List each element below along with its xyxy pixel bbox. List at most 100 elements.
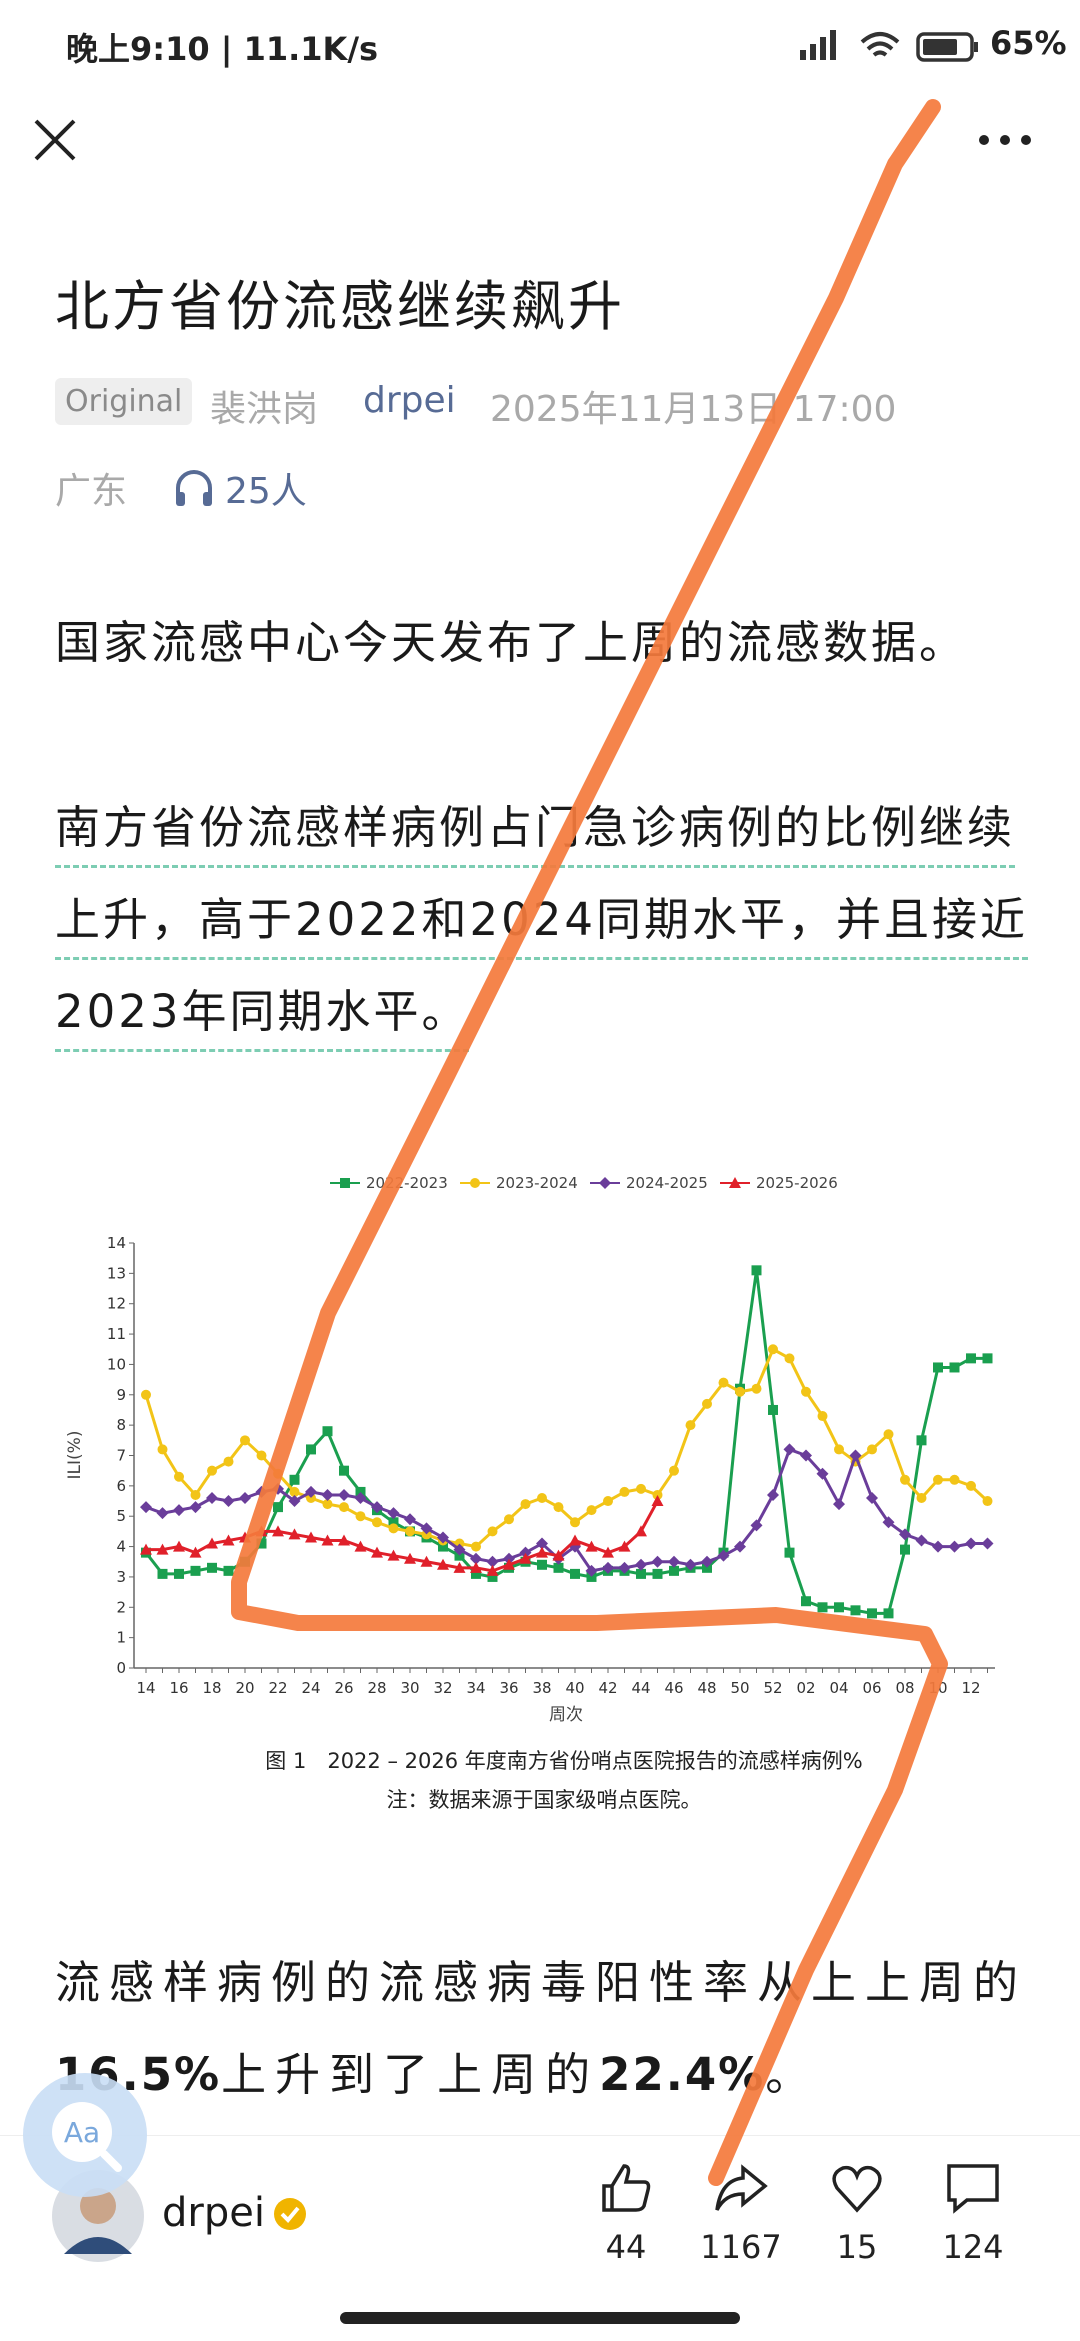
bold-text: 22.4% bbox=[599, 2048, 766, 2101]
point bbox=[751, 1383, 762, 1394]
point bbox=[982, 1353, 993, 1364]
point bbox=[223, 1565, 234, 1576]
point bbox=[157, 1444, 168, 1455]
point bbox=[157, 1568, 168, 1579]
point bbox=[339, 1502, 349, 1513]
y-tick-label: 5 bbox=[116, 1507, 126, 1525]
point bbox=[306, 1444, 316, 1455]
y-tick-label: 13 bbox=[107, 1264, 126, 1282]
share-icon[interactable] bbox=[713, 2160, 769, 2216]
point bbox=[470, 1178, 480, 1188]
point bbox=[867, 1444, 877, 1455]
x-tick-label: 20 bbox=[235, 1679, 254, 1697]
point bbox=[751, 1265, 762, 1276]
comment-icon[interactable] bbox=[945, 2160, 1001, 2216]
point bbox=[801, 1386, 811, 1397]
chart-caption: 图 1 2022 – 2026 年度南方省份哨点医院报告的流感样病例% bbox=[265, 1749, 862, 1773]
point bbox=[504, 1514, 514, 1525]
series-line bbox=[144, 1270, 988, 1615]
font-size-button[interactable]: Aa bbox=[0, 2070, 170, 2220]
status-icons bbox=[800, 30, 978, 62]
headphone-icon bbox=[176, 470, 212, 506]
point bbox=[140, 1501, 152, 1514]
x-tick-label: 50 bbox=[730, 1679, 749, 1697]
x-tick-label: 18 bbox=[202, 1679, 221, 1697]
point bbox=[405, 1526, 415, 1537]
x-tick-label: 08 bbox=[895, 1679, 914, 1697]
x-tick-label: 44 bbox=[631, 1679, 650, 1697]
y-tick-label: 12 bbox=[107, 1295, 126, 1313]
point bbox=[240, 1556, 250, 1567]
point bbox=[207, 1562, 217, 1573]
like-icon[interactable] bbox=[598, 2160, 654, 2216]
y-tick-label: 7 bbox=[116, 1447, 126, 1465]
x-tick-label: 30 bbox=[400, 1679, 419, 1697]
point bbox=[207, 1465, 217, 1476]
x-tick-label: 06 bbox=[862, 1679, 881, 1697]
point bbox=[156, 1543, 169, 1555]
point bbox=[174, 1471, 184, 1482]
listeners[interactable]: 25人 bbox=[225, 471, 307, 512]
series-line bbox=[146, 1500, 659, 1573]
legend-label: 2024-2025 bbox=[626, 1174, 708, 1192]
x-tick-label: 28 bbox=[367, 1679, 386, 1697]
point bbox=[256, 1450, 267, 1461]
point bbox=[834, 1602, 844, 1613]
point bbox=[174, 1568, 184, 1579]
point bbox=[833, 1498, 845, 1511]
point bbox=[339, 1465, 349, 1476]
point bbox=[256, 1538, 267, 1549]
text: 。 bbox=[765, 2048, 820, 2101]
point bbox=[915, 1534, 928, 1547]
status-time: 晚上9:10 | 11.1K/s bbox=[66, 30, 379, 68]
x-tick-label: 42 bbox=[598, 1679, 617, 1697]
point bbox=[949, 1474, 960, 1485]
legend-label: 2025-2026 bbox=[756, 1174, 838, 1192]
point bbox=[189, 1546, 202, 1558]
point bbox=[173, 1504, 185, 1517]
original-tag: Original bbox=[55, 378, 193, 425]
point bbox=[702, 1398, 712, 1409]
favorite-count: 15 bbox=[836, 2228, 878, 2266]
chart-note: 注：数据来源于国家级哨点医院。 bbox=[387, 1788, 702, 1812]
footer-account[interactable]: drpei bbox=[162, 2190, 265, 2236]
point bbox=[619, 1486, 630, 1497]
paragraph: 国家流感中心今天发布了上周的流感数据。 bbox=[55, 616, 968, 669]
text: 流感样病例的流感病毒阳性率从上上周的 bbox=[55, 1956, 1028, 2009]
paragraph-highlight: 南方省份流感样病例占门急诊病例的比例继续上升，高于2022和2024同期水平，并… bbox=[55, 801, 1029, 1038]
x-tick-label: 26 bbox=[334, 1679, 353, 1697]
verified-badge bbox=[274, 2198, 306, 2230]
close-button[interactable] bbox=[30, 115, 80, 165]
favorite-icon[interactable] bbox=[829, 2160, 885, 2216]
x-tick-label: 04 bbox=[829, 1679, 848, 1697]
y-tick-label: 10 bbox=[107, 1355, 126, 1373]
publish-date: 2025年11月13日 17:00 bbox=[490, 389, 897, 430]
point bbox=[966, 1480, 976, 1491]
point bbox=[883, 1608, 894, 1619]
point bbox=[471, 1541, 481, 1552]
point bbox=[636, 1483, 646, 1494]
y-tick-label: 3 bbox=[116, 1568, 126, 1586]
point bbox=[206, 1492, 218, 1504]
point bbox=[685, 1420, 696, 1431]
point bbox=[340, 1178, 350, 1188]
point bbox=[933, 1362, 943, 1373]
x-tick-label: 10 bbox=[928, 1679, 947, 1697]
point bbox=[537, 1493, 547, 1503]
point bbox=[239, 1492, 251, 1504]
point bbox=[801, 1596, 811, 1607]
point bbox=[141, 1389, 151, 1400]
x-tick-label: 12 bbox=[961, 1679, 980, 1697]
y-axis-label: ILI(%) bbox=[65, 1431, 85, 1480]
home-indicator bbox=[340, 2312, 740, 2324]
svg-text:Aa: Aa bbox=[64, 2116, 100, 2149]
point bbox=[916, 1493, 927, 1503]
point bbox=[768, 1344, 778, 1355]
point bbox=[783, 1443, 796, 1456]
point bbox=[635, 1525, 647, 1537]
point bbox=[404, 1513, 416, 1526]
point bbox=[321, 1488, 334, 1501]
more-button[interactable] bbox=[975, 125, 1035, 155]
account-link[interactable]: drpei bbox=[363, 380, 456, 421]
point bbox=[388, 1523, 399, 1534]
